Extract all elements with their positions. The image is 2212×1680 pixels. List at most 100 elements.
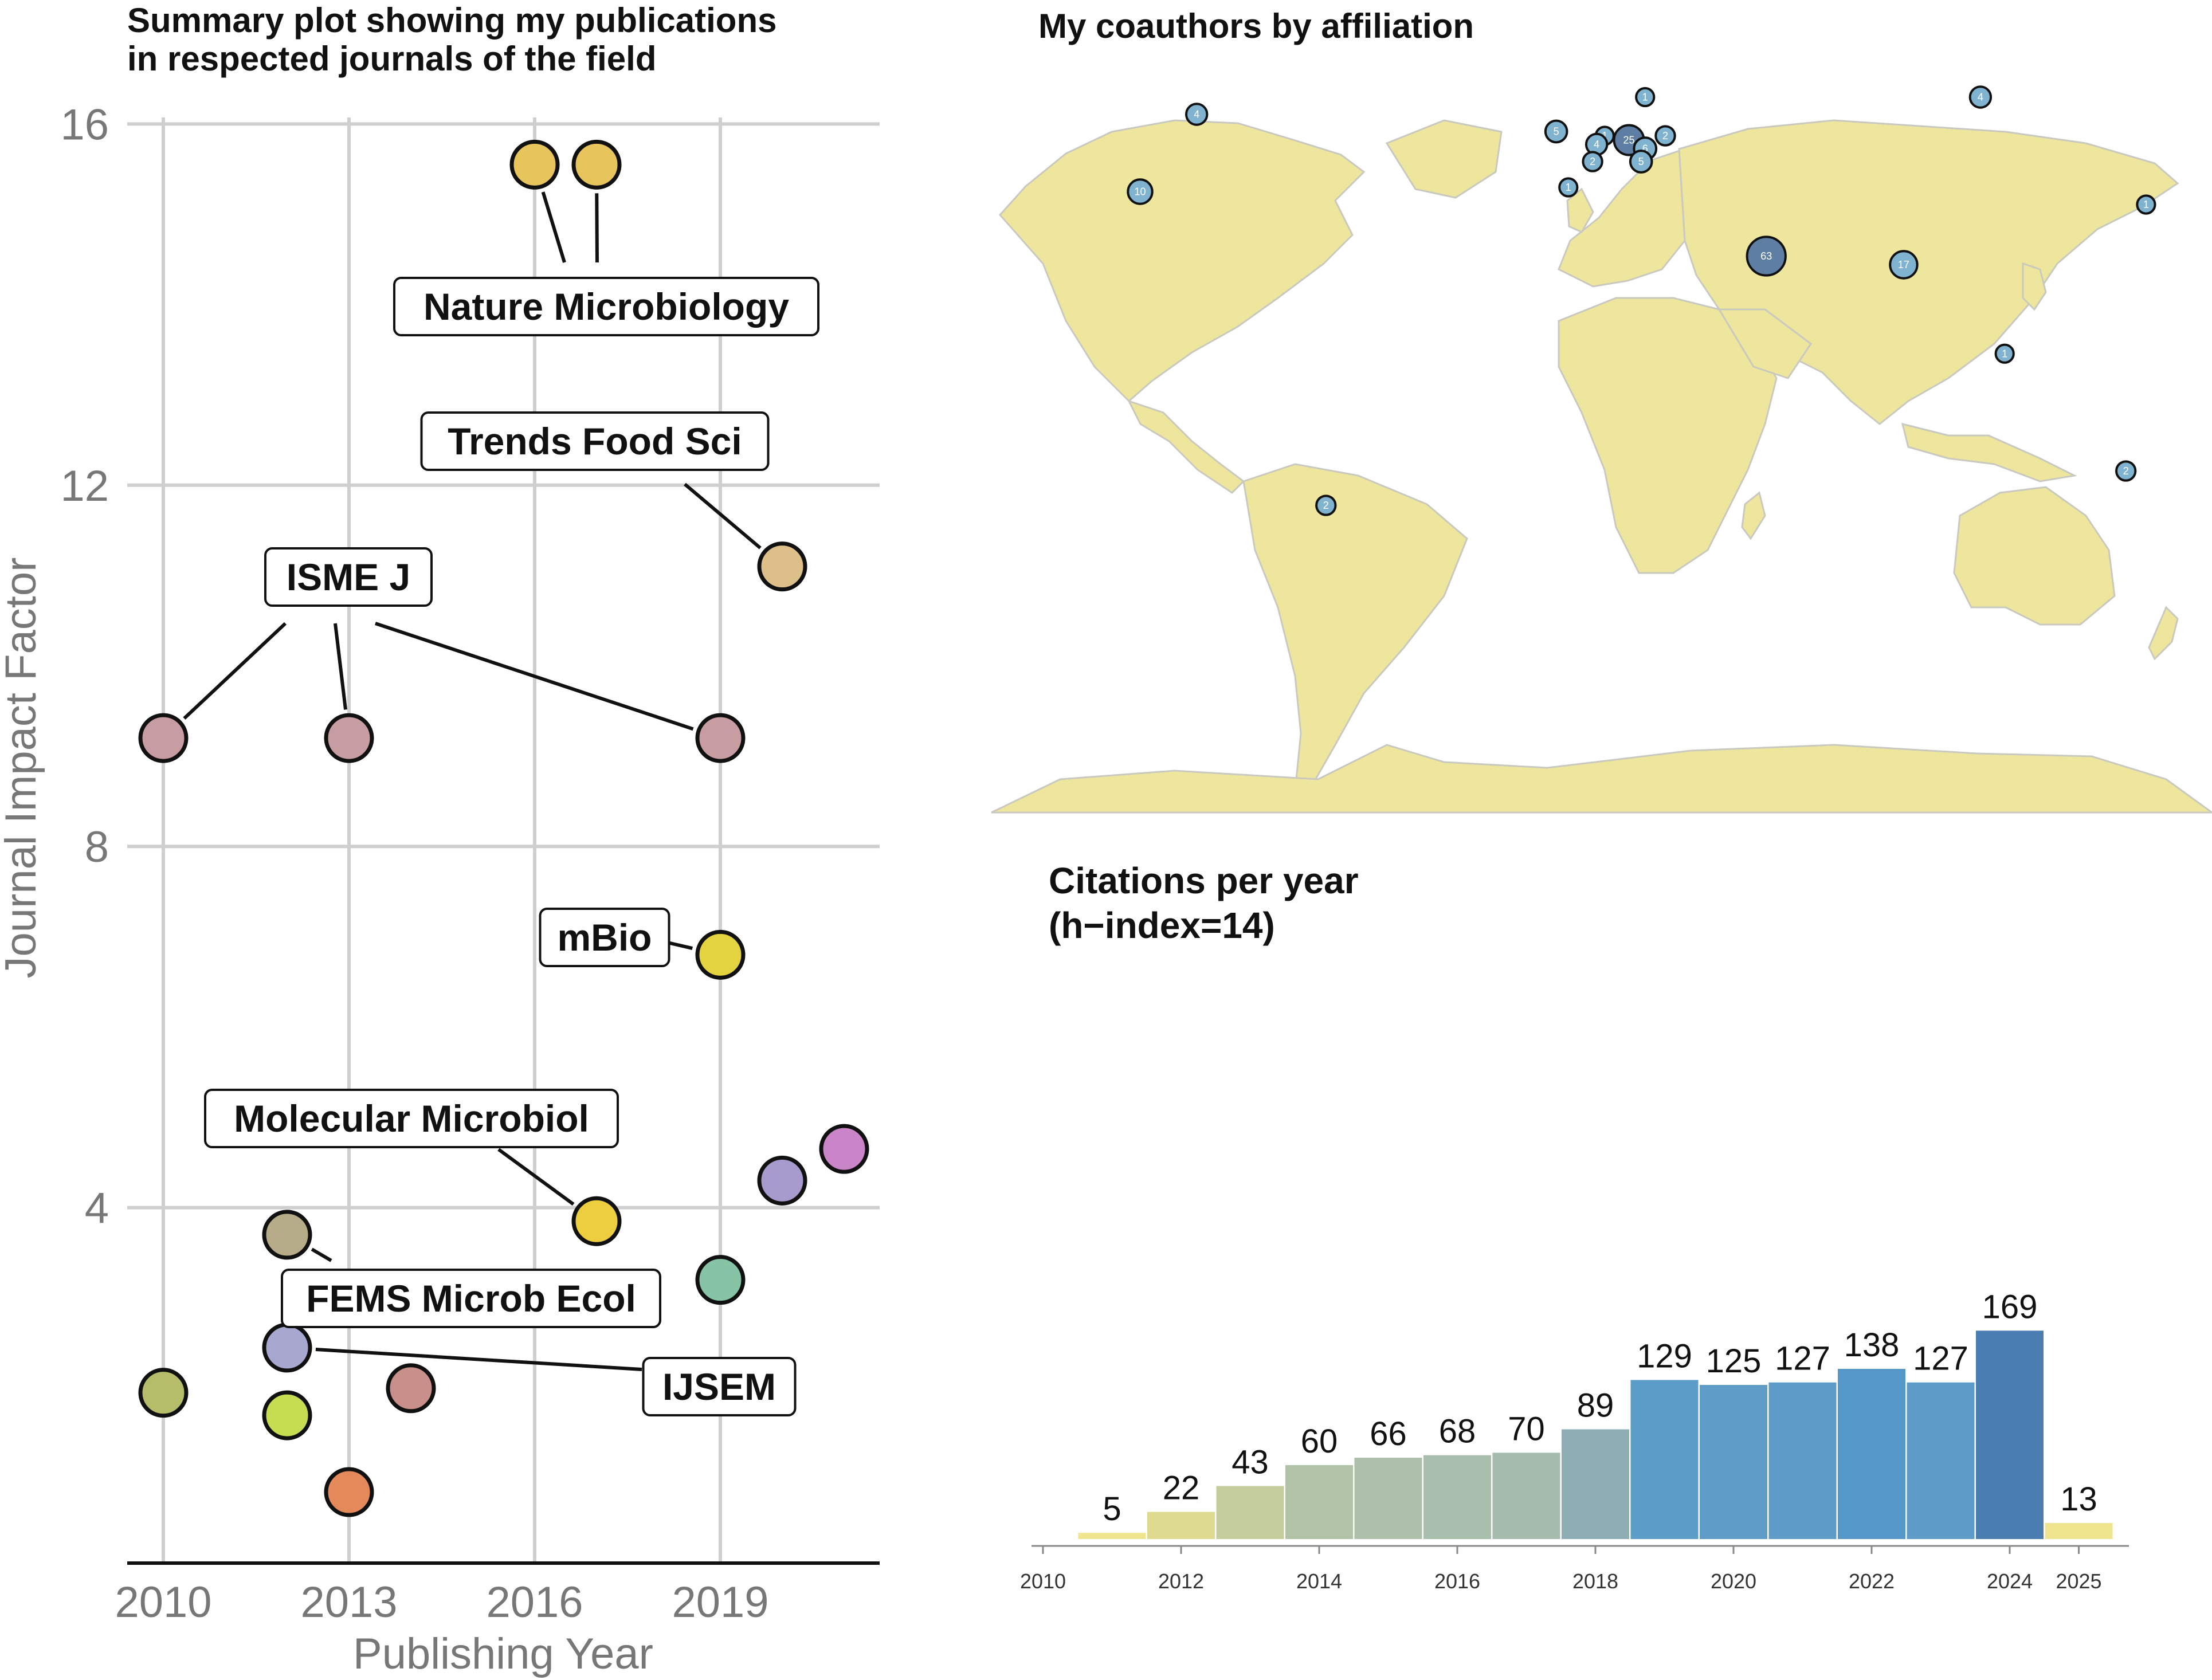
- citation-value-2016: 68: [1439, 1413, 1476, 1450]
- journal-label-box-3: [539, 908, 670, 967]
- scatter-y-tick-4: 4: [85, 1184, 109, 1233]
- leader-0-0: [541, 191, 566, 263]
- journal-label-6: IJSEM: [662, 1365, 776, 1408]
- marker-count-17: 2: [2123, 465, 2129, 477]
- citation-bar-2022: [1838, 1369, 1905, 1539]
- citation-value-2022: 138: [1844, 1326, 1900, 1364]
- journal-label-1: Trends Food Sci: [448, 420, 742, 462]
- citation-bar-2011: [1078, 1533, 1146, 1539]
- marker-india: [1889, 250, 1919, 280]
- citation-bar-2020: [1700, 1385, 1767, 1539]
- marker-count-13: 1: [2143, 199, 2149, 210]
- annotation-leader-lines: [183, 191, 762, 1371]
- scatter-y-tick-12: 12: [60, 462, 109, 511]
- africa-shape: [1558, 297, 1778, 574]
- australia-shape: [1953, 486, 2116, 626]
- publication-point-9: [571, 1196, 622, 1246]
- marker-sweden: [1635, 87, 1656, 108]
- citation-value-2020: 125: [1706, 1343, 1762, 1380]
- publication-point-13: [386, 1363, 436, 1414]
- scatter-x-tick-2016: 2016: [486, 1578, 583, 1627]
- scatter-tick-labels: 2010 2013 2016 2019 4 8 12 16: [60, 100, 768, 1627]
- citations-x-ticks: 2010 2012 2014 2016 2018 2020 2022 2024 2025: [1020, 1546, 2102, 1593]
- scatter-x-tick-2013: 2013: [300, 1578, 397, 1627]
- southeast-asia-islands-shape: [1901, 422, 2077, 482]
- leader-2-1: [334, 623, 348, 710]
- marker-count-4: 1: [1602, 130, 1607, 142]
- citation-value-2021: 127: [1775, 1340, 1830, 1377]
- citations-tick-2012: 2012: [1158, 1569, 1204, 1593]
- publication-point-15: [262, 1390, 312, 1440]
- antarctica-shape: [991, 744, 2212, 814]
- marker-count-12: 4: [1978, 92, 1983, 103]
- journal-label-box-4: [204, 1089, 619, 1148]
- marker-ireland: [1544, 119, 1568, 144]
- coauthor-map-title: My coauthors by affiliation: [1038, 7, 1474, 45]
- citations-tick-2022: 2022: [1849, 1569, 1895, 1593]
- citation-value-2018: 89: [1577, 1387, 1614, 1424]
- publication-point-5: [695, 713, 746, 763]
- publication-point-14: [138, 1368, 189, 1418]
- publication-point-1: [571, 139, 622, 190]
- marker-count-14: 63: [1760, 250, 1772, 262]
- journal-label-3: mBio: [558, 916, 652, 959]
- publication-point-0: [509, 139, 560, 190]
- citation-value-2023: 127: [1913, 1340, 1968, 1377]
- marker-count-2: 1: [1642, 92, 1648, 103]
- leader-3-0: [667, 941, 693, 950]
- citation-value-2015: 66: [1370, 1415, 1407, 1453]
- journal-label-box-2: [264, 547, 433, 607]
- leader-4-0: [497, 1148, 575, 1206]
- marker-count-10: 5: [1638, 156, 1644, 167]
- citation-value-2013: 43: [1231, 1443, 1269, 1481]
- marker-count-8: 2: [1662, 130, 1668, 142]
- marker-japan: [2136, 194, 2156, 215]
- arabia-shape: [1717, 308, 1813, 379]
- journal-label-box-1: [420, 411, 770, 471]
- publication-point-16: [324, 1467, 374, 1517]
- publications-chart-title: Summary plot showing my publications in …: [127, 1, 777, 78]
- south-america-shape: [1242, 463, 1468, 792]
- citations-chart-title: Citations per year: [1049, 860, 1359, 901]
- citation-bar-2024: [1976, 1330, 2044, 1539]
- publication-point-4: [324, 713, 374, 763]
- marker-count-15: 17: [1898, 259, 1909, 270]
- journal-label-4: Molecular Microbiol: [234, 1097, 589, 1140]
- leader-6-0: [315, 1347, 642, 1371]
- citation-value-2012: 22: [1163, 1470, 1200, 1507]
- citation-value-2025: 13: [2060, 1481, 2097, 1518]
- citation-value-2014: 60: [1301, 1423, 1338, 1460]
- citation-bars: [1078, 1330, 2113, 1539]
- publication-point-10: [262, 1210, 312, 1260]
- scatter-y-axis-title: Journal Impact Factor: [0, 558, 45, 979]
- citations-chart-subtitle: (h−index=14): [1049, 905, 1275, 946]
- journal-label-box-5: [281, 1269, 661, 1328]
- marker-france: [1582, 151, 1603, 172]
- citations-tick-2025: 2025: [2056, 1569, 2101, 1593]
- citations-tick-2014: 2014: [1296, 1569, 1342, 1593]
- citation-bar-2023: [1907, 1382, 1975, 1539]
- journal-label-5: FEMS Microb Ecol: [306, 1277, 636, 1320]
- citations-tick-2016: 2016: [1434, 1569, 1480, 1593]
- british-isles-shape: [1566, 187, 1594, 233]
- greenland-shape: [1385, 119, 1503, 199]
- citation-value-2019: 129: [1637, 1337, 1692, 1375]
- citation-bar-2012: [1147, 1512, 1215, 1539]
- marker-count-11: 1: [1566, 182, 1571, 193]
- world-landmass: [991, 119, 2212, 814]
- marker-count-3: 5: [1554, 126, 1559, 138]
- scatter-y-tick-8: 8: [85, 823, 109, 872]
- marker-usa: [1127, 178, 1154, 205]
- citation-bar-2016: [1423, 1455, 1491, 1539]
- marker-count-1: 10: [1134, 186, 1146, 198]
- marker-count-0: 4: [1194, 109, 1199, 120]
- marker-argentina: [1315, 494, 1337, 516]
- central-america-shape: [1127, 399, 1245, 494]
- journal-label-0: Nature Microbiology: [423, 285, 789, 328]
- marker-count-18: 2: [1323, 500, 1329, 511]
- citations-tick-2018: 2018: [1572, 1569, 1618, 1593]
- north-america-shape: [998, 119, 1366, 403]
